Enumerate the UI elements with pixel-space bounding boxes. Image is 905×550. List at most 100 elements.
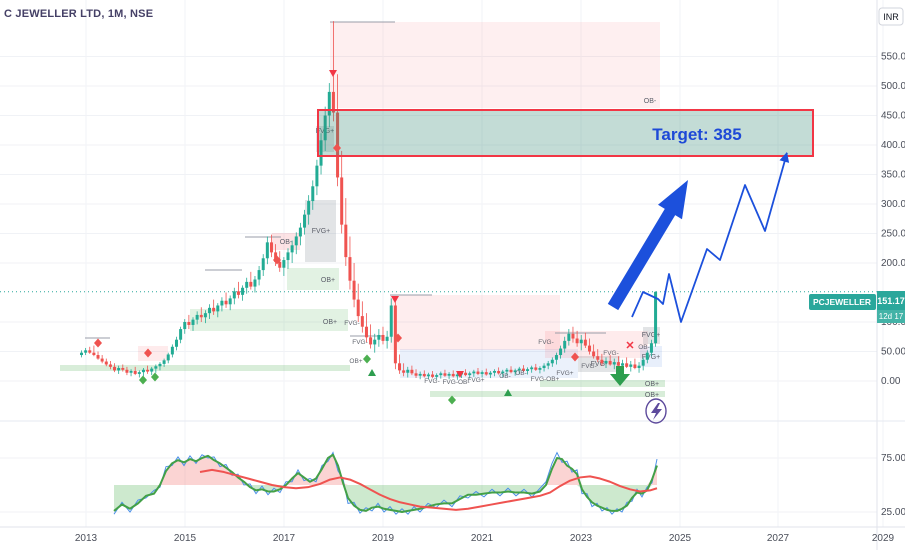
zone-label: OB+ [323, 319, 337, 326]
candle [104, 361, 108, 365]
symbol-title: C JEWELLER LTD, 1M, NSE [4, 8, 154, 20]
candle [92, 352, 96, 356]
diamond-marker [363, 354, 371, 364]
price-flag: PCJEWELLER 151.17 12d 17 [809, 291, 905, 323]
smc-zone [287, 268, 339, 290]
price-tick: 400.00 [881, 140, 905, 151]
candle [191, 319, 195, 325]
trend-arrows[interactable] [607, 152, 790, 323]
candle [554, 355, 558, 360]
candle [265, 242, 269, 259]
candle [505, 369, 509, 372]
candle [509, 369, 513, 373]
candle [183, 322, 187, 330]
candle [571, 333, 575, 339]
candle [530, 367, 534, 370]
price-tick: 50.00 [881, 347, 905, 358]
candle [637, 365, 641, 369]
candle [468, 373, 472, 376]
smc-zone [190, 309, 348, 331]
time-tick: 2025 [669, 533, 692, 544]
candle [381, 334, 385, 341]
smc-zone [60, 365, 350, 371]
time-tick: 2017 [273, 533, 296, 544]
candle [633, 364, 637, 369]
candle [480, 372, 484, 374]
triangle-up-marker [504, 389, 512, 396]
green-arrow-marker [610, 366, 630, 386]
price-tick: 250.00 [881, 229, 905, 240]
candle [269, 242, 273, 253]
zone-label: FVG+ [312, 228, 330, 235]
zone-label: OB+ [645, 381, 659, 388]
zone-label: FVG- [603, 350, 619, 357]
candle [137, 372, 141, 374]
candle [154, 366, 158, 369]
diamond-marker [333, 143, 341, 153]
zone-label: OB+ [349, 358, 362, 365]
candle [257, 270, 261, 280]
indicator-tick: 75.00 [881, 453, 905, 464]
candle [121, 368, 125, 370]
zone-label: FVG- [424, 378, 440, 385]
candle [216, 305, 220, 312]
candle [150, 368, 154, 372]
candle [455, 374, 459, 377]
triangle-down-marker [456, 371, 464, 378]
triangle-up-marker [368, 369, 376, 376]
zone-label: FVG-OB- [442, 379, 469, 386]
candle [100, 358, 104, 362]
candle [125, 369, 129, 373]
target-box[interactable]: Target: 385 [317, 109, 814, 157]
candle [80, 352, 83, 356]
candle [592, 351, 596, 357]
candle [146, 369, 150, 372]
candle [232, 291, 236, 299]
lightning-icon[interactable] [645, 398, 667, 424]
candle [228, 298, 232, 305]
zone-labels: FVG-FVG-OB+FVG- FVG-OB-FVG+OB- OB-FVG-OB+F… [344, 320, 650, 386]
candle [583, 339, 587, 346]
zone-label: FVG+ [556, 370, 573, 377]
price-tick: 500.00 [881, 81, 905, 92]
price-tick: 0.00 [881, 376, 901, 387]
zone-label: FVG+ [467, 377, 484, 384]
candle [84, 350, 88, 353]
candle [542, 365, 546, 369]
candle [245, 281, 249, 288]
candle [464, 372, 468, 376]
last-price-bg [877, 291, 905, 310]
candle [315, 165, 319, 187]
candle [439, 373, 443, 376]
candle [645, 352, 649, 360]
candle [435, 375, 439, 377]
diamond-marker [94, 338, 102, 348]
candle [431, 374, 435, 377]
zone-label: FVG- [344, 320, 360, 327]
candle [303, 214, 307, 228]
candle [526, 369, 530, 371]
candle [129, 370, 133, 373]
zone-label: OB- [644, 98, 657, 105]
currency-label: INR [883, 12, 899, 22]
candle [203, 313, 207, 318]
candle [261, 258, 265, 271]
candle [174, 339, 178, 347]
target-zone-rect [317, 109, 814, 157]
price-axis[interactable]: INR 550.00 500.00 450.00 400.00 350.00 300.00… [878, 7, 905, 518]
candle [546, 363, 550, 366]
price-tick: 200.00 [881, 258, 905, 269]
candle [290, 245, 294, 253]
candle [389, 305, 393, 337]
time-axis[interactable]: 2013 2015 2017 2019 2021 2023 2025 2027 2029 [75, 533, 895, 544]
smc-zone [330, 22, 660, 108]
diamond-marker [394, 333, 402, 343]
candle [319, 140, 323, 166]
candle [352, 280, 356, 300]
diamond-marker [448, 395, 456, 405]
candle [340, 177, 344, 225]
symbol-flag-label: PCJEWELLER [813, 297, 871, 307]
diamond-marker [144, 348, 152, 358]
candle [166, 354, 170, 361]
